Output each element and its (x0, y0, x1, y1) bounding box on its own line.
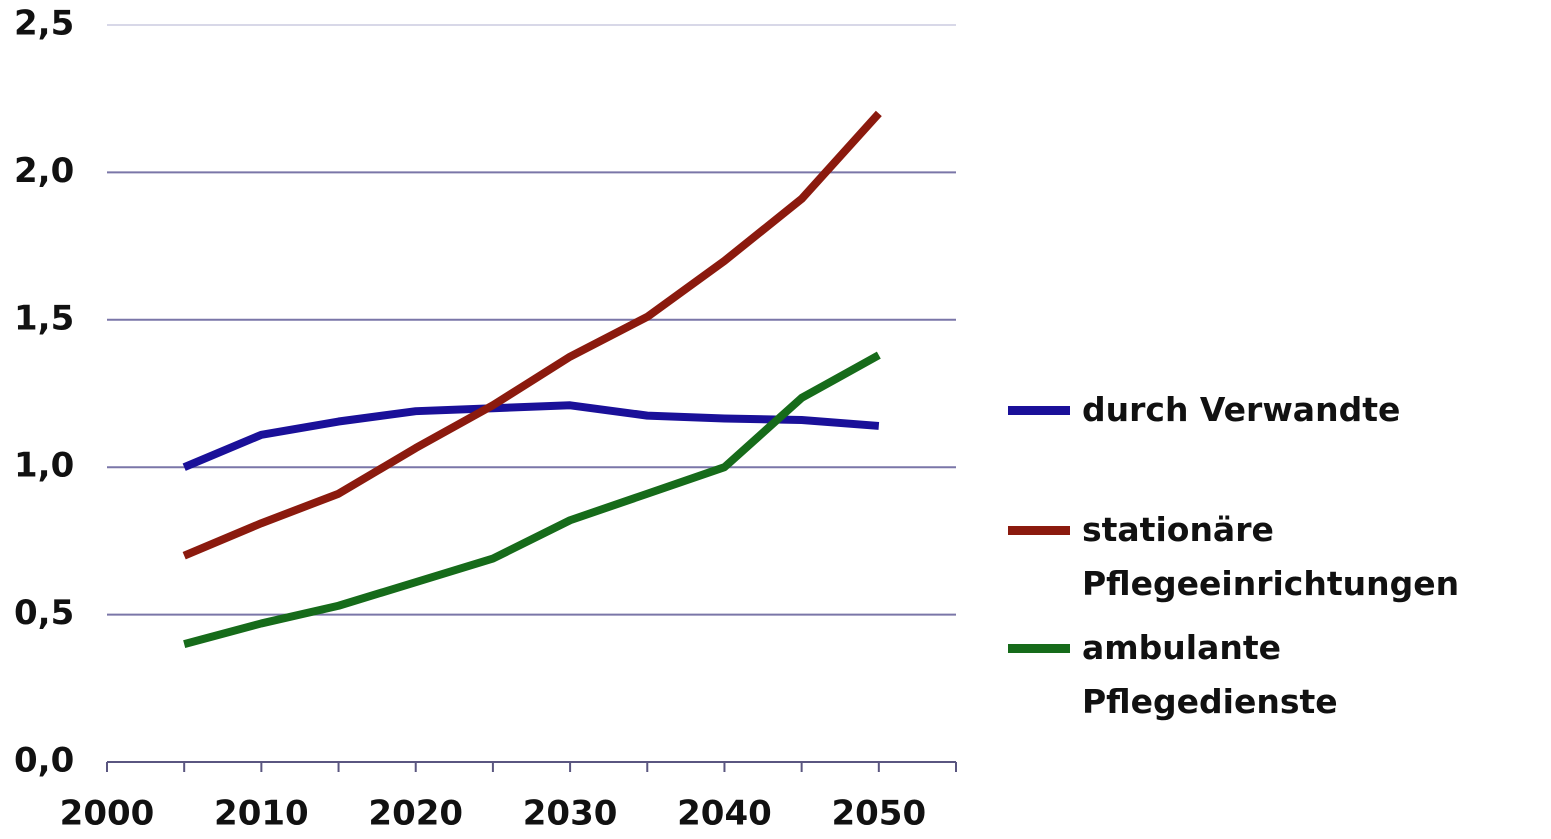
legend-label: durch Verwandte (1082, 390, 1401, 429)
x-tick-label: 2040 (677, 794, 772, 834)
y-tick-label: 1,5 (14, 298, 74, 338)
legend-entry: stationäre Pflegeeinrichtungen (1008, 503, 1548, 611)
y-tick-label: 2,5 (14, 4, 74, 44)
legend-swatch (1008, 644, 1070, 653)
x-tick-label: 2050 (831, 794, 926, 834)
y-tick-label: 0,0 (14, 741, 74, 781)
x-tick-label: 2030 (523, 794, 618, 834)
series-line (182, 401, 880, 471)
legend-entry: durch Verwandte (1008, 383, 1548, 437)
x-tick-label: 2010 (214, 794, 309, 834)
legend-label: stationäre Pflegeeinrichtungen (1082, 510, 1460, 603)
series-line (182, 110, 882, 560)
x-tick-label: 2000 (60, 794, 155, 834)
y-tick-label: 1,0 (14, 446, 74, 486)
series-line (183, 351, 881, 648)
legend-swatch (1008, 406, 1070, 415)
x-tick-label: 2020 (368, 794, 463, 834)
legend-swatch (1008, 526, 1070, 535)
y-tick-label: 2,0 (14, 151, 74, 191)
legend-label: ambulante Pflegedienste (1082, 628, 1338, 721)
y-tick-label: 0,5 (14, 593, 74, 633)
legend-entry: ambulante Pflegedienste (1008, 621, 1548, 729)
